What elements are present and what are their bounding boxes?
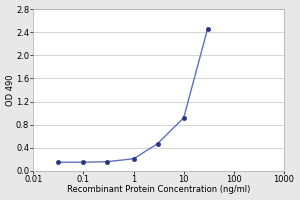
- Y-axis label: OD 490: OD 490: [6, 74, 15, 106]
- X-axis label: Recombinant Protein Concentration (ng/ml): Recombinant Protein Concentration (ng/ml…: [67, 185, 250, 194]
